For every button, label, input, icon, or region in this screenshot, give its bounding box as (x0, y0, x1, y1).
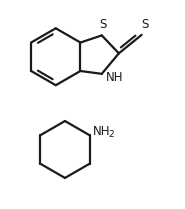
Text: NH: NH (106, 71, 124, 84)
Text: S: S (99, 18, 106, 31)
Text: S: S (141, 18, 149, 31)
Text: NH: NH (93, 125, 110, 138)
Text: 2: 2 (109, 130, 114, 139)
